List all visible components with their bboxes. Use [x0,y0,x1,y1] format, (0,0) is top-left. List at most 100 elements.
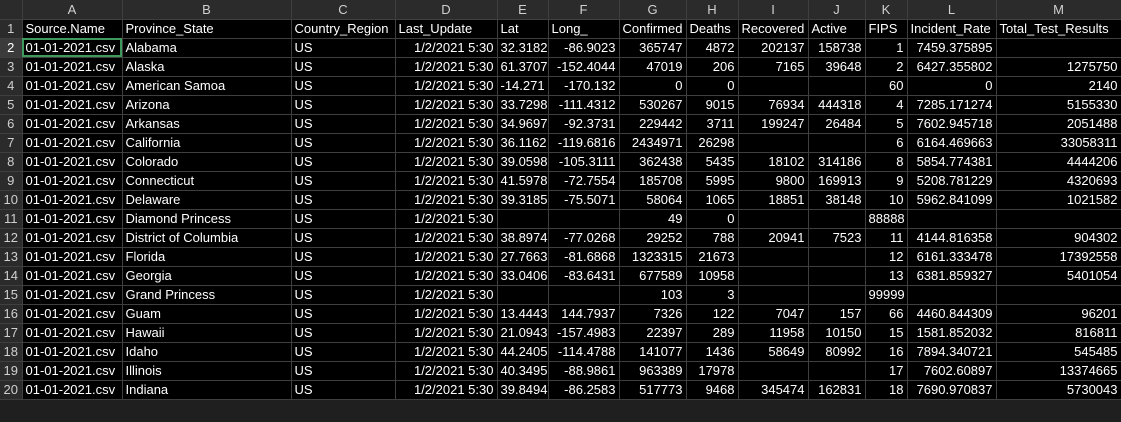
cell-f[interactable] [548,209,620,229]
cell-g[interactable]: 229442 [619,114,687,134]
cell-d[interactable]: 1/2/2021 5:30 [395,361,498,381]
cell-d[interactable]: 1/2/2021 5:30 [395,323,498,343]
cell-i[interactable] [738,76,809,96]
cell-j[interactable]: 26484 [808,114,866,134]
column-title-cell[interactable]: Province_State [122,19,292,39]
cell-c[interactable]: US [291,171,396,191]
cell-i[interactable]: 7047 [738,304,809,324]
cell-b[interactable]: California [122,133,292,153]
cell-g[interactable]: 2434971 [619,133,687,153]
cell-f[interactable]: -152.4044 [548,57,620,77]
row-header[interactable]: 16 [0,304,23,324]
cell-e[interactable] [497,285,549,305]
column-title-cell[interactable]: Recovered [738,19,809,39]
cell-i[interactable]: 9800 [738,171,809,191]
cell-d[interactable]: 1/2/2021 5:30 [395,247,498,267]
select-all-corner[interactable] [0,0,23,20]
cell-k[interactable]: 60 [865,76,908,96]
cell-c[interactable]: US [291,76,396,96]
cell-m[interactable]: 904302 [996,228,1121,248]
cell-c[interactable]: US [291,38,396,58]
cell-i[interactable]: 58649 [738,342,809,362]
cell-f[interactable]: -75.5071 [548,190,620,210]
cell-k[interactable]: 88888 [865,209,908,229]
cell-k[interactable]: 1 [865,38,908,58]
cell-b[interactable]: Colorado [122,152,292,172]
cell-a[interactable]: 01-01-2021.csv [22,38,123,58]
cell-j[interactable]: 162831 [808,380,866,400]
cell-h[interactable]: 5995 [686,171,739,191]
cell-a[interactable]: 01-01-2021.csv [22,266,123,286]
cell-b[interactable]: Florida [122,247,292,267]
cell-b[interactable]: Hawaii [122,323,292,343]
cell-l[interactable]: 7285.171274 [907,95,997,115]
cell-e[interactable]: 13.4443 [497,304,549,324]
cell-l[interactable]: 6427.355802 [907,57,997,77]
cell-g[interactable]: 29252 [619,228,687,248]
cell-k[interactable]: 9 [865,171,908,191]
cell-m[interactable] [996,209,1121,229]
cell-h[interactable]: 122 [686,304,739,324]
cell-i[interactable] [738,285,809,305]
cell-f[interactable]: -88.9861 [548,361,620,381]
cell-a[interactable]: 01-01-2021.csv [22,228,123,248]
cell-l[interactable]: 7894.340721 [907,342,997,362]
row-header[interactable]: 18 [0,342,23,362]
column-title-cell[interactable]: Lat [497,19,549,39]
cell-a[interactable]: 01-01-2021.csv [22,285,123,305]
column-header-l[interactable]: L [907,0,997,20]
cell-l[interactable]: 6381.859327 [907,266,997,286]
cell-d[interactable]: 1/2/2021 5:30 [395,304,498,324]
cell-l[interactable]: 1581.852032 [907,323,997,343]
cell-k[interactable]: 5 [865,114,908,134]
cell-g[interactable]: 530267 [619,95,687,115]
cell-c[interactable]: US [291,380,396,400]
cell-g[interactable]: 7326 [619,304,687,324]
cell-j[interactable]: 38148 [808,190,866,210]
cell-m[interactable]: 5730043 [996,380,1121,400]
cell-l[interactable]: 4144.816358 [907,228,997,248]
cell-m[interactable]: 13374665 [996,361,1121,381]
cell-c[interactable]: US [291,95,396,115]
cell-f[interactable]: -92.3731 [548,114,620,134]
row-header[interactable]: 10 [0,190,23,210]
cell-b[interactable]: Georgia [122,266,292,286]
cell-g[interactable]: 677589 [619,266,687,286]
cell-f[interactable]: -81.6868 [548,247,620,267]
cell-c[interactable]: US [291,247,396,267]
column-header-h[interactable]: H [686,0,739,20]
row-header[interactable]: 13 [0,247,23,267]
cell-h[interactable]: 206 [686,57,739,77]
cell-m[interactable]: 545485 [996,342,1121,362]
cell-g[interactable]: 0 [619,76,687,96]
cell-m[interactable]: 33058311 [996,133,1121,153]
column-header-f[interactable]: F [548,0,620,20]
cell-j[interactable]: 10150 [808,323,866,343]
cell-j[interactable]: 157 [808,304,866,324]
row-header[interactable]: 14 [0,266,23,286]
cell-d[interactable]: 1/2/2021 5:30 [395,266,498,286]
cell-b[interactable]: American Samoa [122,76,292,96]
cell-k[interactable]: 66 [865,304,908,324]
cell-d[interactable]: 1/2/2021 5:30 [395,190,498,210]
cell-k[interactable]: 13 [865,266,908,286]
cell-e[interactable] [497,209,549,229]
cell-e[interactable]: 34.9697 [497,114,549,134]
cell-g[interactable]: 58064 [619,190,687,210]
cell-i[interactable]: 199247 [738,114,809,134]
cell-b[interactable]: Alabama [122,38,292,58]
cell-m[interactable]: 4320693 [996,171,1121,191]
cell-a[interactable]: 01-01-2021.csv [22,171,123,191]
cell-k[interactable]: 15 [865,323,908,343]
cell-g[interactable]: 47019 [619,57,687,77]
cell-g[interactable]: 103 [619,285,687,305]
column-header-c[interactable]: C [291,0,396,20]
cell-b[interactable]: Illinois [122,361,292,381]
cell-g[interactable]: 22397 [619,323,687,343]
cell-e[interactable]: 32.3182 [497,38,549,58]
cell-g[interactable]: 141077 [619,342,687,362]
cell-d[interactable]: 1/2/2021 5:30 [395,342,498,362]
cell-f[interactable]: -72.7554 [548,171,620,191]
row-header[interactable]: 1 [0,19,23,39]
cell-h[interactable]: 289 [686,323,739,343]
